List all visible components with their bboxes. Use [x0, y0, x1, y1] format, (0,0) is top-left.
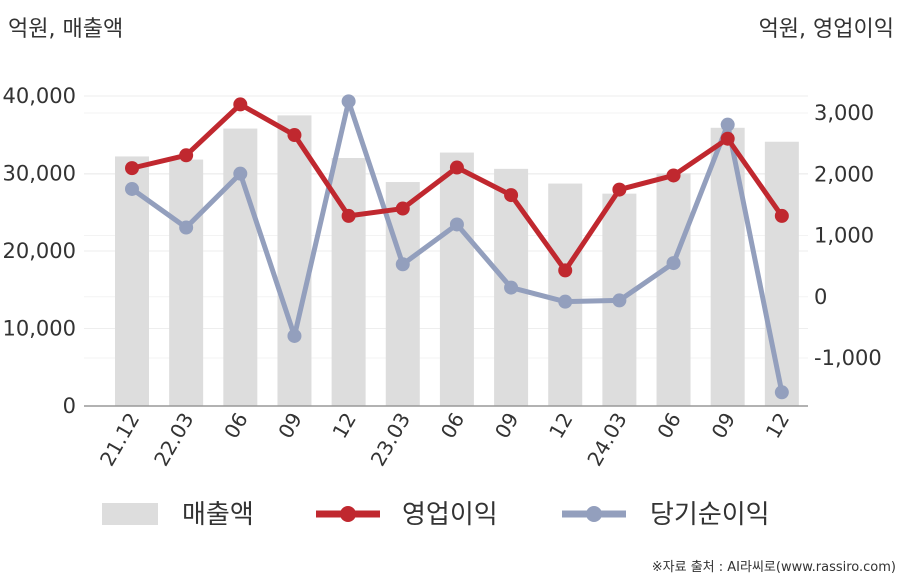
left-tick-label: 0 — [63, 394, 76, 418]
legend: 매출액 영업이익 당기순이익 — [102, 500, 770, 530]
point-operating-profit — [558, 263, 573, 278]
right-tick-label: 1,000 — [814, 224, 874, 248]
right-axis-ticks: -1,000 0 1,000 2,000 3,000 — [814, 101, 882, 370]
left-tick-label: 40,000 — [3, 84, 76, 108]
left-tick-label: 30,000 — [3, 162, 76, 186]
right-tick-label: 3,000 — [814, 101, 874, 125]
bar-revenue — [710, 127, 745, 407]
point-operating-profit — [125, 161, 139, 176]
left-tick-label: 20,000 — [3, 239, 76, 263]
point-net-income — [125, 181, 139, 196]
point-operating-profit — [449, 160, 464, 175]
bar-revenue — [656, 173, 691, 406]
bar-revenue — [385, 182, 420, 406]
point-net-income — [666, 256, 681, 271]
x-tick-label: 06 — [219, 409, 253, 443]
x-tick-label: 23.03 — [366, 409, 415, 471]
x-tick-label: 09 — [490, 409, 524, 443]
legend-swatch-revenue — [102, 503, 158, 525]
x-axis-ticks: 21.12 22.03 06 09 12 23.03 06 09 12 24.03 06 09 12 — [95, 409, 794, 471]
point-operating-profit — [666, 168, 681, 183]
x-tick-label: 06 — [436, 409, 470, 443]
point-net-income — [287, 328, 302, 343]
point-operating-profit — [179, 148, 194, 163]
bar-revenue — [277, 115, 312, 406]
bar-revenue — [439, 152, 474, 406]
point-operating-profit — [233, 97, 248, 112]
left-axis-title: 억원, 매출액 — [8, 17, 123, 42]
point-operating-profit — [341, 208, 356, 223]
x-tick-label: 09 — [707, 409, 741, 443]
x-tick-label: 12 — [327, 409, 361, 443]
legend-label-operating-profit: 영업이익 — [402, 500, 498, 530]
right-axis-title: 억원, 영업이익 — [759, 17, 894, 42]
x-tick-label: 21.12 — [95, 409, 144, 471]
legend-item-net-income: 당기순이익 — [562, 500, 770, 530]
source-note: ※자료 출처 : AI라씨로(www.rassiro.com) — [652, 560, 896, 575]
x-tick-label: 09 — [273, 409, 307, 443]
point-net-income — [449, 217, 464, 232]
point-net-income — [612, 293, 627, 308]
x-tick-label: 22.03 — [149, 409, 198, 471]
left-tick-label: 10,000 — [3, 317, 76, 341]
x-tick-label: 24.03 — [582, 409, 631, 471]
point-operating-profit — [504, 188, 519, 203]
point-net-income — [774, 385, 789, 400]
bar-revenue — [169, 159, 204, 406]
point-net-income — [395, 257, 410, 272]
x-tick-label: 06 — [652, 409, 686, 443]
point-net-income — [179, 220, 194, 235]
right-tick-label: -1,000 — [814, 346, 882, 370]
legend-marker-net-income — [586, 506, 602, 522]
x-tick-label: 12 — [761, 409, 795, 443]
right-tick-label: 0 — [814, 285, 827, 309]
point-operating-profit — [774, 208, 789, 223]
legend-label-revenue: 매출액 — [182, 500, 254, 530]
point-net-income — [558, 294, 573, 309]
legend-item-operating-profit: 영업이익 — [316, 500, 498, 530]
point-net-income — [504, 280, 519, 295]
legend-label-net-income: 당기순이익 — [650, 500, 770, 530]
point-net-income — [720, 117, 735, 132]
legend-item-revenue: 매출액 — [102, 500, 254, 530]
left-axis-ticks: 0 10,000 20,000 30,000 40,000 — [3, 84, 76, 418]
x-tick-label: 12 — [544, 409, 578, 443]
point-net-income — [341, 94, 356, 109]
point-net-income — [233, 166, 248, 181]
point-operating-profit — [720, 131, 735, 146]
point-operating-profit — [395, 201, 410, 216]
point-operating-profit — [287, 128, 302, 143]
right-tick-label: 2,000 — [814, 162, 874, 186]
legend-marker-operating-profit — [340, 506, 356, 522]
bar-revenue — [764, 141, 799, 406]
point-operating-profit — [612, 182, 627, 197]
profit-lines — [125, 94, 789, 400]
